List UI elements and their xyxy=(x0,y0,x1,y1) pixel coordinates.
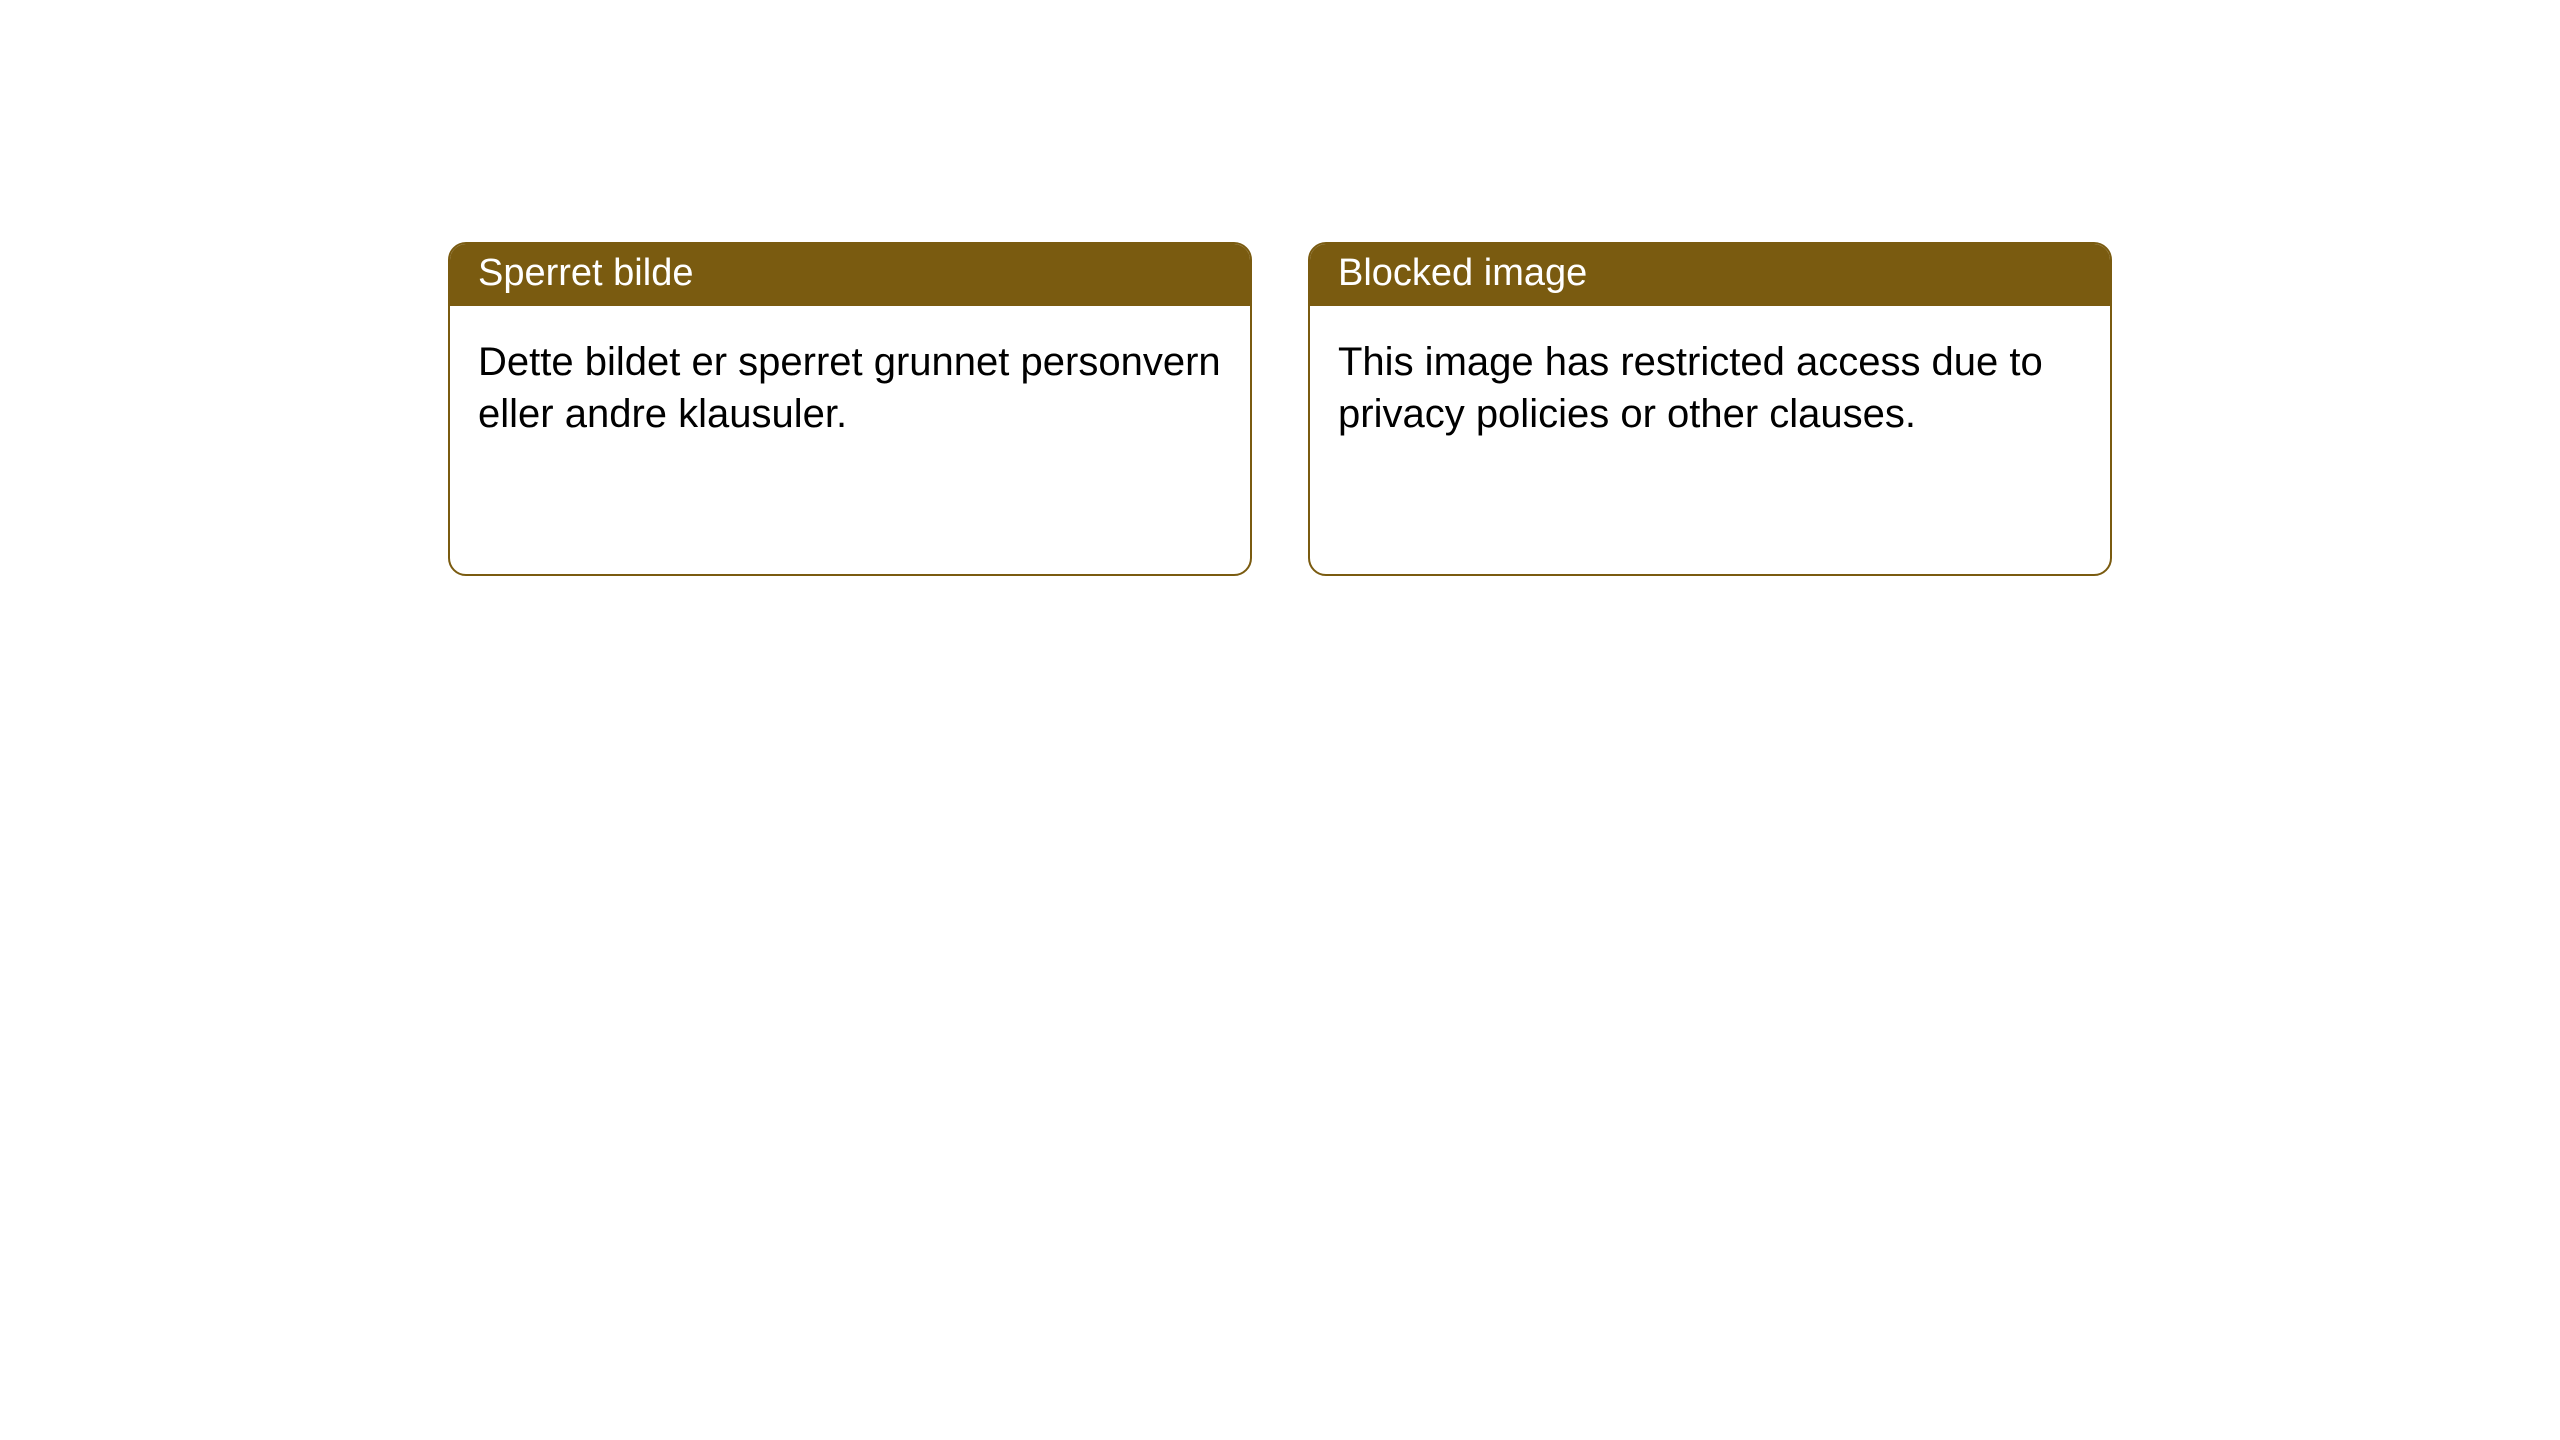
notice-header-norwegian: Sperret bilde xyxy=(450,244,1250,306)
notice-body-norwegian: Dette bildet er sperret grunnet personve… xyxy=(450,306,1250,470)
notice-header-english: Blocked image xyxy=(1310,244,2110,306)
notice-container: Sperret bilde Dette bildet er sperret gr… xyxy=(0,0,2560,576)
notice-box-norwegian: Sperret bilde Dette bildet er sperret gr… xyxy=(448,242,1252,576)
notice-body-english: This image has restricted access due to … xyxy=(1310,306,2110,470)
notice-box-english: Blocked image This image has restricted … xyxy=(1308,242,2112,576)
